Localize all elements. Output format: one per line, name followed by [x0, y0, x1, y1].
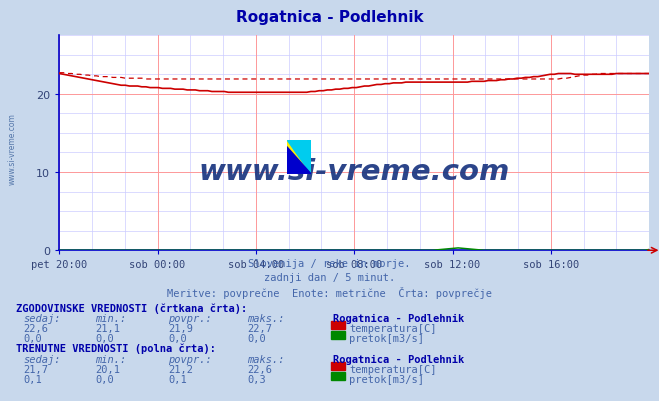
Text: 0,0: 0,0 [96, 374, 114, 384]
Polygon shape [287, 140, 311, 174]
Polygon shape [287, 140, 311, 174]
Text: 22,6: 22,6 [247, 364, 272, 374]
Text: www.si-vreme.com: www.si-vreme.com [198, 157, 510, 185]
Text: 22,6: 22,6 [23, 324, 48, 334]
Text: pretok[m3/s]: pretok[m3/s] [349, 374, 424, 384]
Text: min.:: min.: [96, 314, 127, 324]
Text: Rogatnica - Podlehnik: Rogatnica - Podlehnik [333, 314, 464, 324]
Text: Rogatnica - Podlehnik: Rogatnica - Podlehnik [236, 10, 423, 25]
Text: 0,1: 0,1 [23, 374, 42, 384]
Text: zadnji dan / 5 minut.: zadnji dan / 5 minut. [264, 273, 395, 283]
Text: maks.:: maks.: [247, 354, 285, 364]
Text: sedaj:: sedaj: [23, 354, 61, 364]
Text: povpr.:: povpr.: [168, 314, 212, 324]
Text: 22,7: 22,7 [247, 324, 272, 334]
Text: 0,3: 0,3 [247, 374, 266, 384]
Text: 0,1: 0,1 [168, 374, 186, 384]
Text: Rogatnica - Podlehnik: Rogatnica - Podlehnik [333, 354, 464, 364]
Text: Meritve: povprečne  Enote: metrične  Črta: povprečje: Meritve: povprečne Enote: metrične Črta:… [167, 287, 492, 299]
Text: 21,7: 21,7 [23, 364, 48, 374]
Text: pretok[m3/s]: pretok[m3/s] [349, 333, 424, 343]
Text: 0,0: 0,0 [96, 333, 114, 343]
Text: www.si-vreme.com: www.si-vreme.com [7, 113, 16, 184]
Polygon shape [287, 147, 311, 174]
Text: min.:: min.: [96, 354, 127, 364]
Text: TRENUTNE VREDNOSTI (polna črta):: TRENUTNE VREDNOSTI (polna črta): [16, 343, 216, 353]
Text: temperatura[C]: temperatura[C] [349, 364, 437, 374]
Text: povpr.:: povpr.: [168, 354, 212, 364]
Text: 20,1: 20,1 [96, 364, 121, 374]
Text: ZGODOVINSKE VREDNOSTI (črtkana črta):: ZGODOVINSKE VREDNOSTI (črtkana črta): [16, 303, 248, 313]
Text: 21,9: 21,9 [168, 324, 193, 334]
Text: temperatura[C]: temperatura[C] [349, 324, 437, 334]
Text: 21,1: 21,1 [96, 324, 121, 334]
Text: Slovenija / reke in morje.: Slovenija / reke in morje. [248, 259, 411, 269]
Text: 0,0: 0,0 [168, 333, 186, 343]
Text: 0,0: 0,0 [247, 333, 266, 343]
Text: 21,2: 21,2 [168, 364, 193, 374]
Text: 0,0: 0,0 [23, 333, 42, 343]
Text: maks.:: maks.: [247, 314, 285, 324]
Text: sedaj:: sedaj: [23, 314, 61, 324]
